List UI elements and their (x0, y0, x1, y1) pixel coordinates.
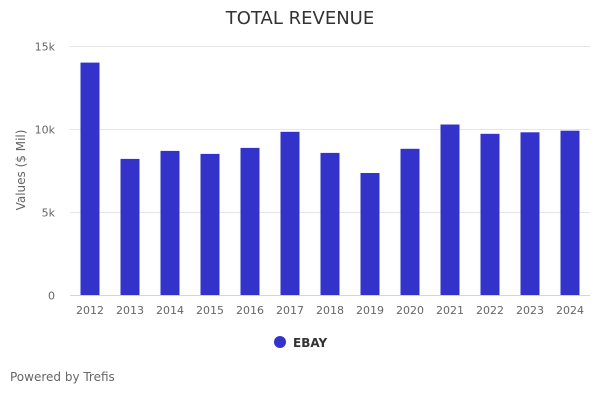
x-tick-label: 2022 (476, 304, 504, 317)
credit-text: Powered by Trefis (10, 370, 115, 384)
y-axis-label: Values ($ Mil) (14, 130, 28, 211)
bar-2017[interactable] (280, 131, 300, 295)
legend-marker-ebay (274, 336, 286, 348)
y-tick-label: 10k (35, 124, 56, 137)
bar-2012[interactable] (80, 62, 100, 295)
bar-2013[interactable] (120, 158, 140, 295)
x-tick-label: 2017 (276, 304, 304, 317)
legend[interactable]: EBAY (274, 336, 327, 350)
bar-2016[interactable] (240, 147, 260, 295)
x-tick-label: 2015 (196, 304, 224, 317)
bar-2021[interactable] (440, 124, 460, 296)
bar-2024[interactable] (560, 130, 580, 295)
x-tick-label: 2012 (76, 304, 104, 317)
bar-2023[interactable] (520, 132, 540, 295)
bar-2019[interactable] (360, 173, 380, 295)
x-tick-label: 2024 (556, 304, 584, 317)
y-tick-label: 15k (35, 41, 56, 54)
chart-title: TOTAL REVENUE (225, 8, 374, 29)
bar-2020[interactable] (400, 148, 420, 295)
bar-2022[interactable] (480, 133, 500, 295)
legend-label-ebay[interactable]: EBAY (293, 336, 327, 350)
x-tick-label: 2016 (236, 304, 264, 317)
x-tick-label: 2020 (396, 304, 424, 317)
y-tick-labels: 0 5k 10k 15k (35, 41, 56, 303)
bar-2018[interactable] (320, 152, 340, 295)
bar-2015[interactable] (200, 153, 220, 295)
bars (80, 62, 580, 296)
x-tick-label: 2014 (156, 304, 184, 317)
bar-2014[interactable] (160, 150, 180, 295)
x-tick-label: 2019 (356, 304, 384, 317)
x-tick-label: 2021 (436, 304, 464, 317)
y-tick-label: 0 (48, 290, 55, 303)
x-tick-label: 2013 (116, 304, 144, 317)
x-tick-labels: 2012 2013 2014 2015 2016 2017 2018 2019 2020 2021… (76, 304, 584, 317)
y-tick-label: 5k (42, 207, 56, 220)
x-tick-label: 2023 (516, 304, 544, 317)
x-tick-label: 2018 (316, 304, 344, 317)
